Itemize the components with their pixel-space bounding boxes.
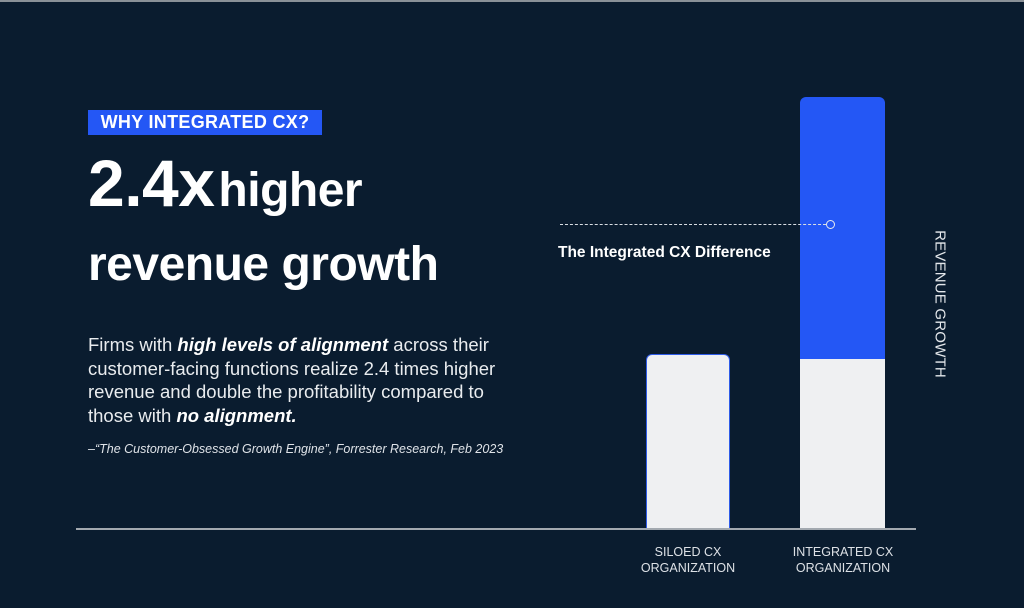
citation: –“The Customer-Obsessed Growth Engine”, … bbox=[88, 442, 504, 456]
body-emphasis-1: high levels of alignment bbox=[177, 334, 389, 355]
annotation-leader-line bbox=[560, 224, 826, 225]
x-label-integrated: INTEGRATED CX ORGANIZATION bbox=[773, 544, 913, 576]
body-text-2: across their customer-facing functions r… bbox=[88, 334, 496, 426]
body-paragraph: Firms with high levels of alignment acro… bbox=[88, 333, 508, 427]
x-label-integrated-line1: INTEGRATED CX bbox=[792, 545, 894, 559]
bar-integrated-difference bbox=[800, 97, 885, 359]
headline-multiplier: 2.4x bbox=[88, 146, 215, 220]
headline: 2.4x higher revenue growth bbox=[88, 150, 548, 307]
annotation-marker-icon bbox=[826, 220, 835, 229]
section-badge: WHY INTEGRATED CX? bbox=[88, 110, 322, 135]
body-emphasis-2: no alignment. bbox=[176, 404, 297, 426]
headline-line1-rest: higher bbox=[218, 164, 363, 217]
x-axis-line bbox=[76, 528, 916, 530]
top-border bbox=[0, 0, 1024, 2]
bar-siloed bbox=[646, 354, 730, 528]
x-label-siloed-line1: SILOED CX bbox=[654, 545, 722, 559]
y-axis-label: REVENUE GROWTH bbox=[931, 230, 949, 378]
annotation-label: The Integrated CX Difference bbox=[558, 244, 771, 261]
x-label-siloed-line2: ORGANIZATION bbox=[640, 561, 736, 575]
headline-line2: revenue growth bbox=[88, 238, 439, 291]
x-label-integrated-line2: ORGANIZATION bbox=[795, 561, 891, 575]
x-label-siloed: SILOED CX ORGANIZATION bbox=[618, 544, 758, 576]
bar-integrated-baseline bbox=[800, 359, 885, 528]
body-text-1: Firms with bbox=[88, 334, 178, 355]
